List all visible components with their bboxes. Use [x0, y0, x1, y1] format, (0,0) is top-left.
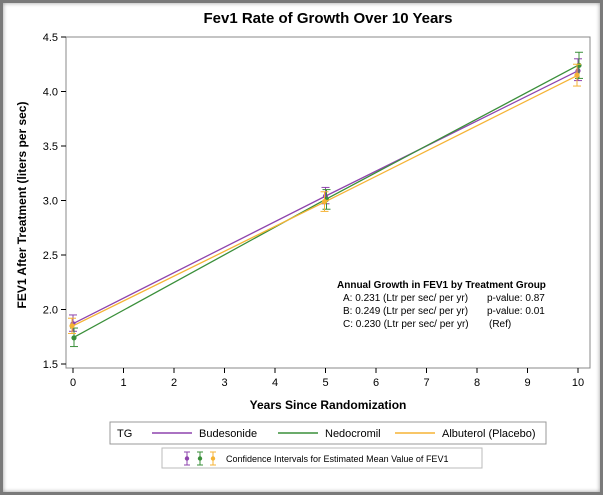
y-tick-label: 2.0 [43, 305, 58, 317]
y-tick-label: 4.5 [43, 32, 58, 44]
y-tick-label: 3.5 [43, 141, 58, 153]
y-tick-label: 1.5 [43, 359, 58, 371]
x-tick-label: 7 [423, 377, 429, 389]
data-point-nedocromil [71, 335, 77, 341]
annotation-title: Annual Growth in FEV1 by Treatment Group [337, 280, 546, 291]
annotation-line-a: A: 0.231 (Ltr per sec/ per yr) [343, 293, 468, 304]
chart-title: Fev1 Rate of Growth Over 10 Years [203, 10, 452, 27]
x-axis-title: Years Since Randomization [250, 398, 407, 412]
legend: TG Budesonide Nedocromil Albuterol (Plac… [109, 421, 547, 469]
legend-label-albuterol: Albuterol (Placebo) [442, 428, 536, 440]
x-tick-label: 9 [524, 377, 530, 389]
y-tick-label: 3.0 [43, 196, 58, 208]
annotation-line-b: B: 0.249 (Ltr per sec/ per yr) [343, 306, 468, 317]
ci-legend-box [161, 447, 483, 469]
plot-area [65, 36, 591, 369]
ci-icon-dot-albuterol-placebo [210, 456, 216, 461]
data-point-albuterol-placebo [321, 198, 328, 205]
y-tick-label: 2.5 [43, 250, 58, 262]
annotation-line-c: C: 0.230 (Ltr per sec/ per yr) [343, 319, 469, 330]
y-axis-title: FEV1 After Treatment (liters per sec) [15, 102, 29, 309]
data-point-budesonide [575, 68, 581, 74]
legend-label-nedocromil: Nedocromil [325, 428, 381, 440]
x-tick-label: 2 [171, 377, 177, 389]
x-tick-label: 10 [572, 377, 584, 389]
y-axis: 1.5 2.0 2.5 3.0 3.5 4.0 4.5 [43, 32, 66, 371]
series-layer [68, 51, 583, 348]
x-tick-label: 6 [373, 377, 379, 389]
x-tick-label: 8 [474, 377, 480, 389]
growth-annotation: Annual Growth in FEV1 by Treatment Group… [337, 280, 546, 330]
data-point-albuterol-placebo [574, 72, 580, 78]
ci-legend-icons [184, 451, 216, 466]
x-tick-label: 4 [272, 377, 278, 389]
x-tick-label: 3 [221, 377, 227, 389]
x-tick-label: 5 [322, 377, 328, 389]
data-point-albuterol-placebo [69, 323, 75, 329]
x-tick-label: 0 [70, 377, 76, 389]
ci-legend-label: Confidence Intervals for Estimated Mean … [226, 454, 448, 464]
annotation-pvalue-b: p-value: 0.01 [487, 306, 545, 317]
ci-icon-dot-budesonide [184, 456, 190, 461]
annotation-pvalue-c: (Ref) [489, 319, 511, 330]
x-tick-label: 1 [120, 377, 126, 389]
legend-title: TG [117, 428, 132, 440]
annotation-pvalue-a: p-value: 0.87 [487, 293, 545, 304]
y-tick-label: 4.0 [43, 87, 58, 99]
legend-box [109, 421, 547, 445]
ci-icon-dot-nedocromil [197, 456, 203, 461]
x-axis: 0 1 2 3 4 5 6 7 8 9 10 [70, 368, 584, 389]
legend-label-budesonide: Budesonide [199, 428, 257, 440]
